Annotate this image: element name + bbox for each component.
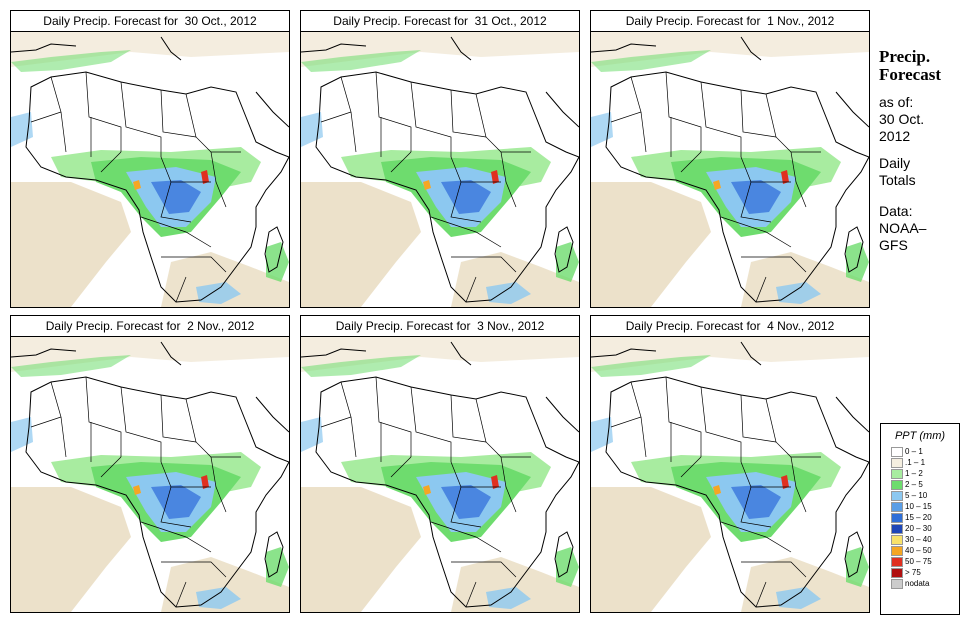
legend-label: .1 – 1: [905, 458, 926, 467]
legend-item: 0 – 1: [881, 446, 959, 457]
panel-title: Daily Precip. Forecast for 1 Nov., 2012: [590, 10, 870, 32]
legend-swatch: [891, 480, 903, 490]
forecast-panel-2-nov: Daily Precip. Forecast for 2 Nov., 2012: [10, 315, 290, 613]
legend-swatch: [891, 535, 903, 545]
precip-map: [590, 336, 870, 613]
sidebar-title-line1: Precip.: [879, 47, 931, 66]
precip-map: [300, 31, 580, 308]
legend-item: 20 – 30: [881, 523, 959, 534]
legend-label: 30 – 40: [905, 535, 932, 544]
totals-line2: Totals: [879, 172, 916, 188]
legend-label: nodata: [905, 579, 930, 588]
legend-item: 2 – 5: [881, 479, 959, 490]
panel-title: Daily Precip. Forecast for 31 Oct., 2012: [300, 10, 580, 32]
asof-label: as of:: [879, 94, 914, 110]
data-source-line1: NOAA–: [879, 220, 927, 236]
forecast-panel-30-oct: Daily Precip. Forecast for 30 Oct., 2012: [10, 10, 290, 308]
panel-title: Daily Precip. Forecast for 2 Nov., 2012: [10, 315, 290, 337]
legend-swatch: [891, 469, 903, 479]
asof-date-line2: 2012: [879, 128, 911, 144]
legend-item: nodata: [881, 578, 959, 589]
legend-label: 2 – 5: [905, 480, 923, 489]
legend-swatch: [891, 579, 903, 589]
legend-label: 0 – 1: [905, 447, 923, 456]
legend-swatch: [891, 557, 903, 567]
legend-label: 40 – 50: [905, 546, 932, 555]
legend-label: 15 – 20: [905, 513, 932, 522]
data-label: Data:: [879, 203, 913, 219]
forecast-panel-31-oct: Daily Precip. Forecast for 31 Oct., 2012: [300, 10, 580, 308]
totals-line1: Daily: [879, 155, 911, 171]
legend-item: 50 – 75: [881, 556, 959, 567]
legend-swatch: [891, 546, 903, 556]
precip-map: [590, 31, 870, 308]
legend-item: 40 – 50: [881, 545, 959, 556]
legend-item: 10 – 15: [881, 501, 959, 512]
legend-item: 30 – 40: [881, 534, 959, 545]
legend-label: 5 – 10: [905, 491, 928, 500]
legend-label: 20 – 30: [905, 524, 932, 533]
legend-swatch: [891, 458, 903, 468]
legend-item: 15 – 20: [881, 512, 959, 523]
legend-swatch: [891, 447, 903, 457]
panel-title: Daily Precip. Forecast for 30 Oct., 2012: [10, 10, 290, 32]
legend-rows: 0 – 1 .1 – 1 1 – 2 2 – 5 5 – 10 10 – 15 15 – 2…: [881, 446, 959, 589]
legend-swatch: [891, 568, 903, 578]
sidebar-title-line2: Forecast: [879, 65, 941, 84]
panel-title: Daily Precip. Forecast for 3 Nov., 2012: [300, 315, 580, 337]
legend-item: .1 – 1: [881, 457, 959, 468]
forecast-panel-1-nov: Daily Precip. Forecast for 1 Nov., 2012: [590, 10, 870, 308]
forecast-info-sidebar: Precip. Forecast as of: 30 Oct. 2012 Dai…: [879, 48, 965, 254]
forecast-panel-3-nov: Daily Precip. Forecast for 3 Nov., 2012: [300, 315, 580, 613]
data-source-line2: GFS: [879, 237, 908, 253]
precip-map: [300, 336, 580, 613]
forecast-panel-4-nov: Daily Precip. Forecast for 4 Nov., 2012: [590, 315, 870, 613]
legend-label: 50 – 75: [905, 557, 932, 566]
legend-swatch: [891, 491, 903, 501]
asof-date-line1: 30 Oct.: [879, 111, 925, 127]
legend-item: > 75: [881, 567, 959, 578]
legend-label: > 75: [905, 568, 921, 577]
legend-label: 10 – 15: [905, 502, 932, 511]
legend-item: 1 – 2: [881, 468, 959, 479]
panel-title: Daily Precip. Forecast for 4 Nov., 2012: [590, 315, 870, 337]
legend-item: 5 – 10: [881, 490, 959, 501]
legend-swatch: [891, 524, 903, 534]
ppt-legend: PPT (mm) 0 – 1 .1 – 1 1 – 2 2 – 5 5 – 10 10 –…: [880, 423, 960, 615]
legend-title: PPT (mm): [894, 430, 946, 442]
legend-swatch: [891, 513, 903, 523]
precip-map: [10, 336, 290, 613]
precip-map: [10, 31, 290, 308]
legend-swatch: [891, 502, 903, 512]
legend-label: 1 – 2: [905, 469, 923, 478]
